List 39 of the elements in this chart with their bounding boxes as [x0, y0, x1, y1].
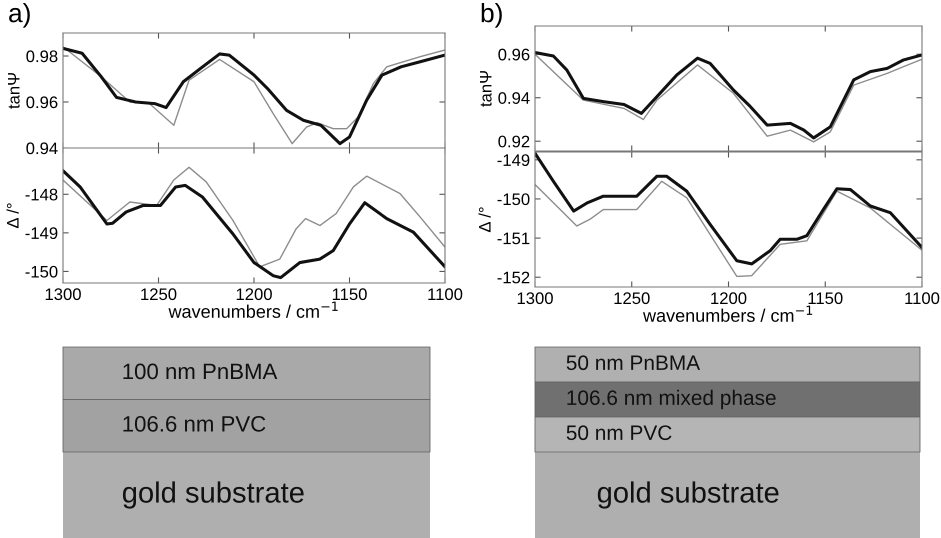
text: 106.6 nm mixed phase [567, 390, 776, 410]
text: 100 nm PnBMA [123, 363, 278, 380]
y-tick-label: -148 [26, 188, 58, 200]
text: gold substrate [598, 481, 779, 509]
y-tick-label: -149 [498, 154, 530, 166]
text: 50 nm PVC [566, 425, 672, 440]
x-tick-label: 1250 [614, 292, 650, 304]
x-tick-label: 1150 [808, 292, 843, 304]
y-axis-title: Δ /° [6, 203, 19, 228]
y-tick-label: 0.94 [498, 92, 530, 104]
x-tick-label: 1300 [518, 292, 553, 304]
text: 106.6 nm PVC [123, 416, 266, 432]
y-tick-label: -149 [26, 227, 58, 240]
y-tick-label: -150 [498, 193, 530, 206]
x-tick-label: 1100 [905, 292, 940, 304]
text: 50 nm PnBMA [566, 355, 700, 370]
x-tick-label: 1100 [428, 288, 462, 300]
chart-title: b) [482, 3, 502, 28]
x-tick-label: 1200 [236, 288, 272, 300]
x-tick-label: 1150 [332, 288, 367, 300]
chart-title: a) [9, 3, 30, 28]
y-tick-label: -152 [498, 272, 530, 284]
y-tick-label: 0.98 [26, 50, 58, 62]
y-tick-label: 0.96 [26, 96, 58, 108]
y-axis-title: Δ /° [478, 207, 491, 232]
y-axis-title: tanΨ [480, 71, 492, 107]
y-tick-label: -151 [498, 232, 530, 244]
x-axis-title: wavenumbers / cm$^{−1}$ [642, 306, 812, 322]
y-tick-label: 0.94 [26, 142, 58, 154]
x-tick-label: 1300 [46, 288, 81, 300]
text: gold substrate [122, 481, 304, 509]
y-tick-label: 0.96 [498, 48, 530, 60]
x-tick-label: 1200 [711, 292, 746, 304]
y-tick-label: -150 [26, 266, 58, 278]
y-axis-title: tanΨ [8, 73, 20, 109]
y-tick-label: 0.92 [498, 136, 530, 148]
x-axis-title: wavenumbers / cm$^{−1}$ [168, 302, 338, 318]
line-series [535, 180, 922, 278]
x-tick-label: 1250 [141, 288, 176, 300]
